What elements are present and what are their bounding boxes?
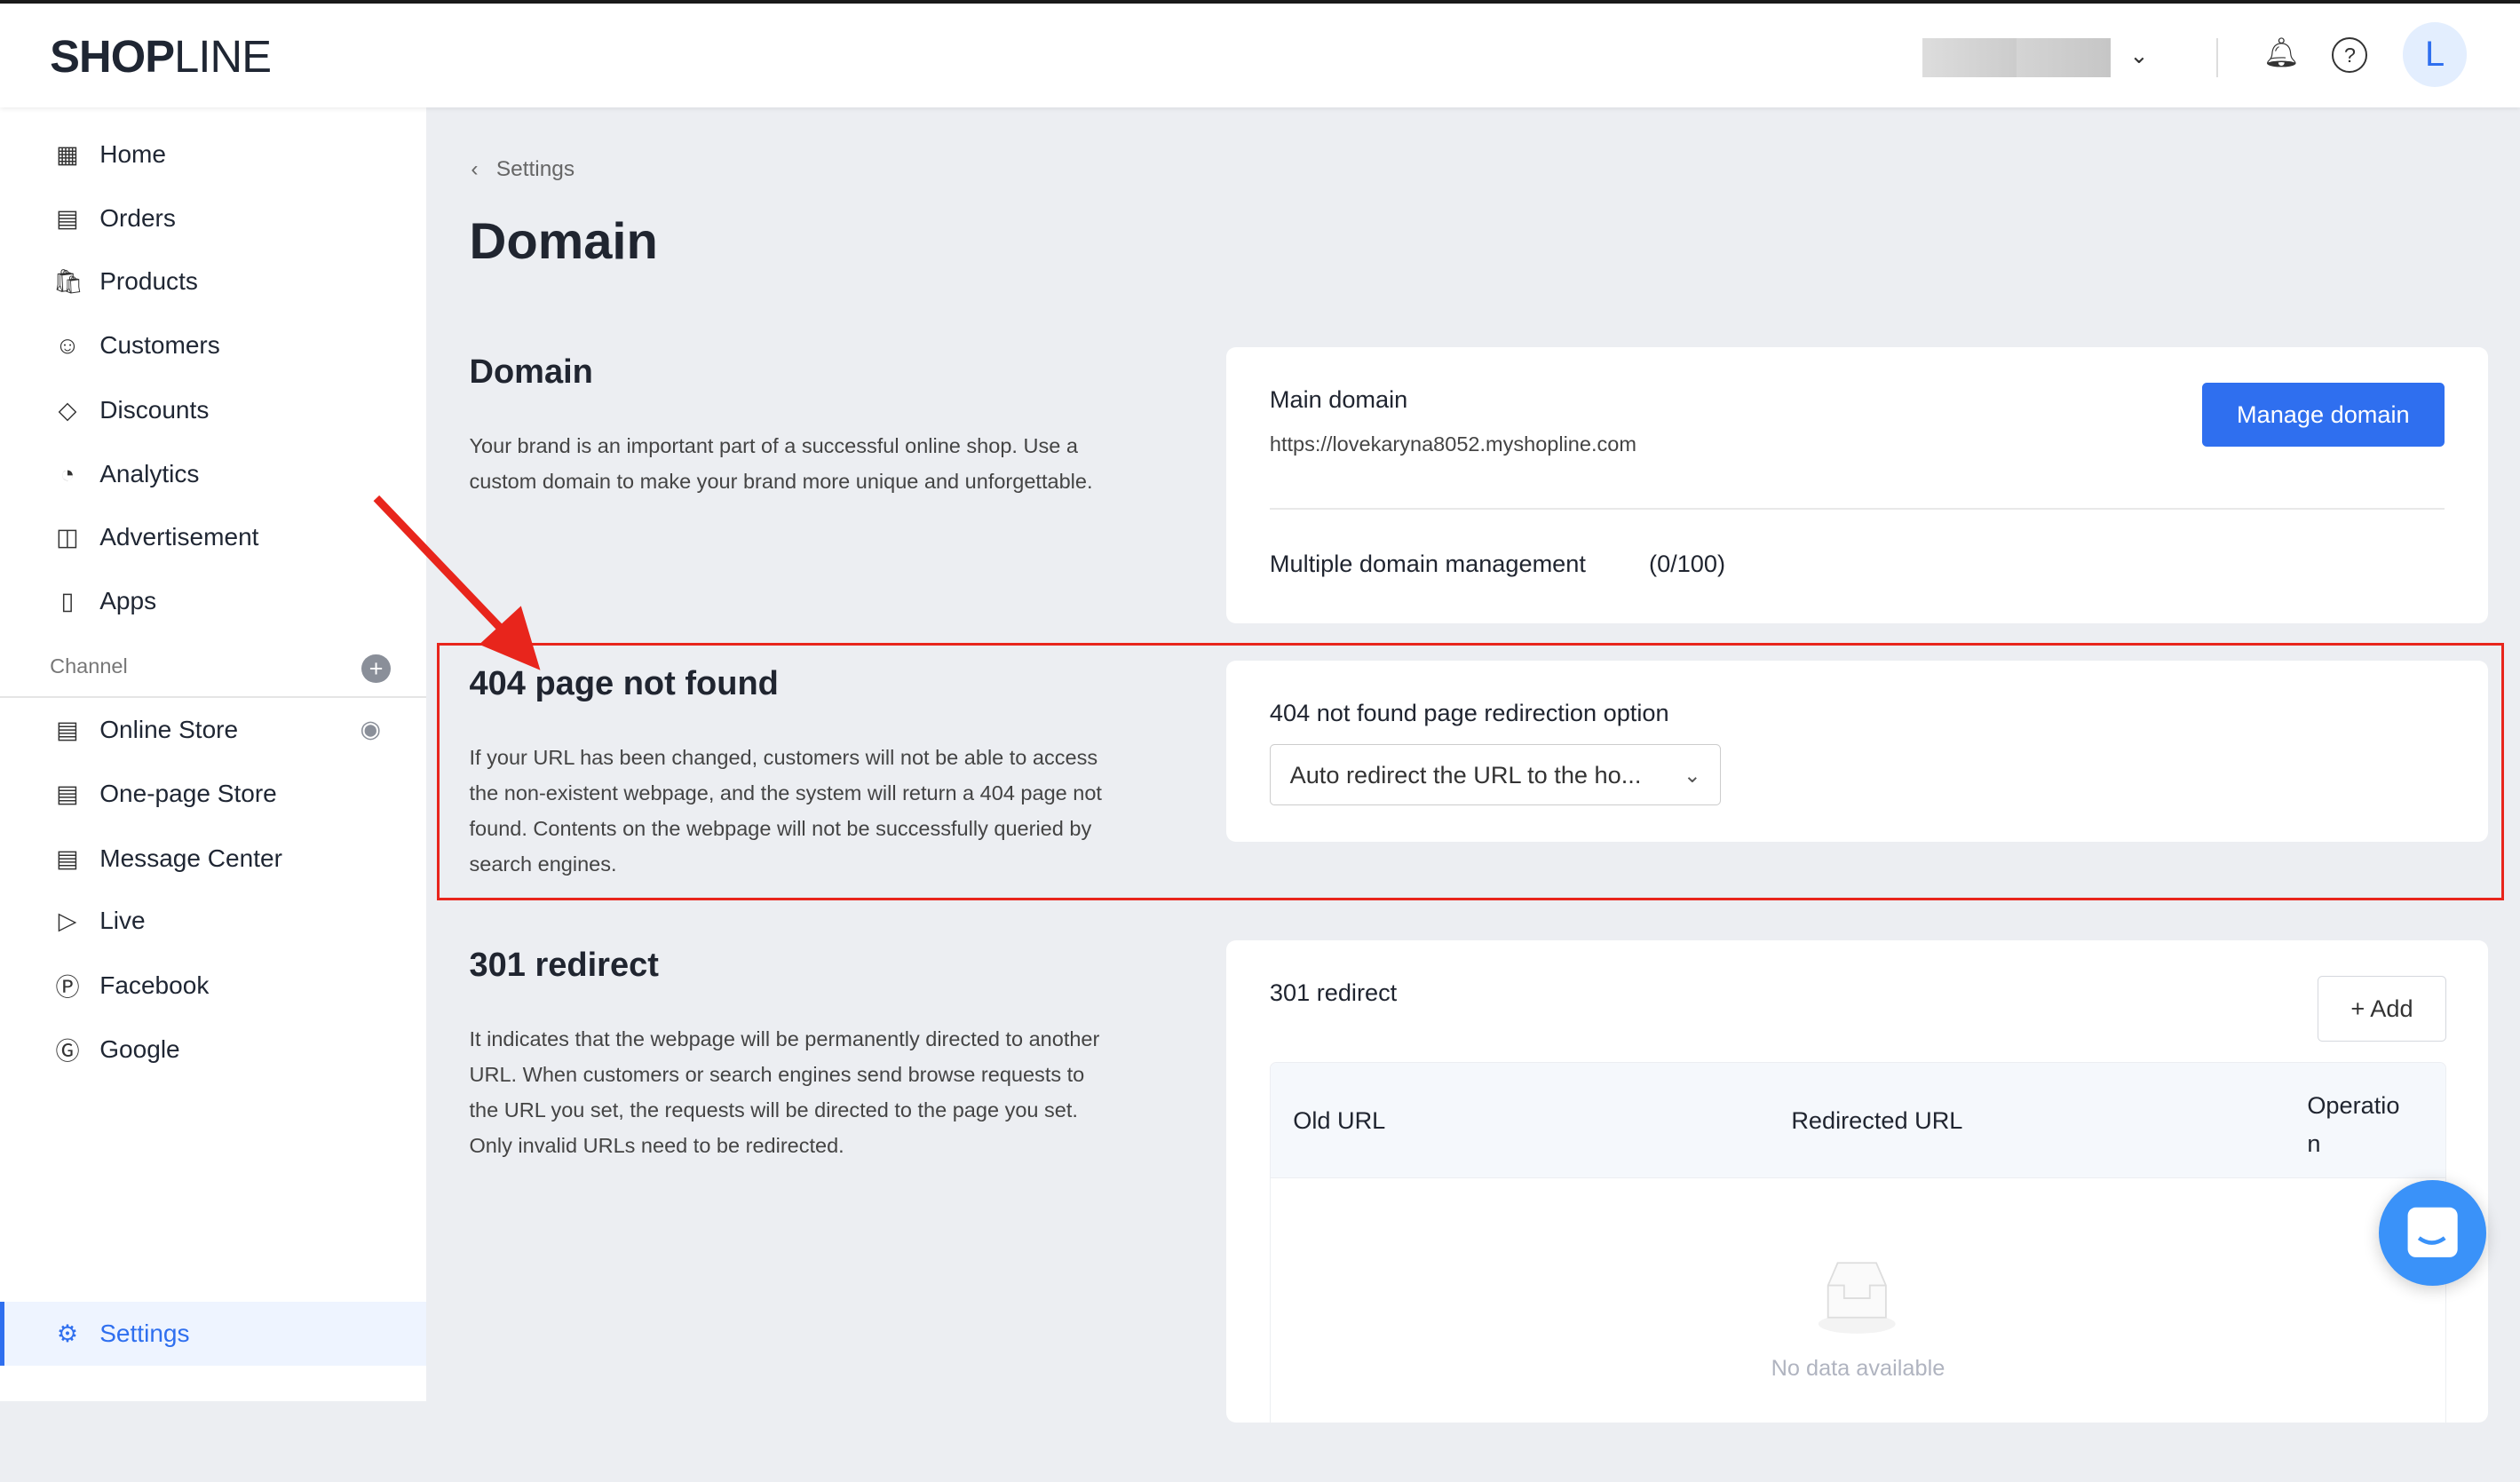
redirect-table: Old URL Redirected URL Operatio n No dat… [1269, 1062, 2446, 1482]
notfound-card: 404 not found page redirection option Au… [1226, 660, 2488, 843]
sidebar-item-online-store[interactable]: ▤ Online Store [0, 698, 426, 762]
sidebar-item-one-page-store[interactable]: ▤ One-page Store [0, 762, 426, 826]
sidebar-item-discounts[interactable]: ◇ Discounts [0, 377, 426, 441]
multiple-domain-label: Multiple domain management [1269, 550, 1586, 577]
chevron-down-icon[interactable]: ⌄ [2129, 44, 2149, 69]
sidebar-item-label: Advertisement [99, 522, 259, 551]
sidebar-item-analytics[interactable]: ◔ Analytics [0, 442, 426, 506]
sidebar-item-advertisement[interactable]: ◫ Advertisement [0, 504, 426, 568]
empty-state-text: No data available [1771, 1355, 1945, 1381]
column-old-url: Old URL [1293, 1106, 1386, 1135]
sidebar-item-label: Google [99, 1034, 180, 1063]
google-icon: Ⓖ [55, 1037, 80, 1066]
brush-icon: ▤ [56, 780, 79, 808]
channel-label: Channel [50, 654, 128, 678]
sidebar-item-home[interactable]: ▦ Home [0, 123, 426, 186]
facebook-icon: Ⓟ [55, 973, 80, 1001]
redirect-section-title: 301 redirect [469, 947, 659, 985]
divider [2215, 38, 2218, 77]
sidebar-item-settings[interactable]: ⚙ Settings [0, 1302, 426, 1367]
shopline-logo[interactable]: SHOPLINE [50, 30, 272, 83]
notfound-section-title: 404 page not found [469, 665, 779, 703]
top-header: SHOPLINE ⌄ 🔔︎ ? L [0, 3, 2520, 108]
home-icon: ▦ [56, 139, 79, 168]
message-icon: ▤ [56, 844, 79, 872]
sidebar-item-label: Message Center [99, 844, 282, 872]
divider [0, 695, 426, 698]
sidebar-item-label: Facebook [99, 971, 210, 999]
sidebar-item-label: Live [99, 907, 146, 935]
sidebar-item-label: One-page Store [99, 780, 277, 808]
empty-inbox-icon [1819, 1261, 1896, 1334]
sidebar-item-label: Products [99, 266, 198, 295]
logo-text-thin: LINE [174, 31, 272, 83]
bag-icon: 🛍︎ [52, 266, 84, 295]
sidebar-item-apps[interactable]: ▯ Apps [0, 569, 426, 633]
sidebar-item-products[interactable]: 🛍︎ Products [0, 250, 426, 313]
chat-icon [2407, 1207, 2458, 1257]
selected-value: Auto redirect the URL to the ho... [1289, 761, 1642, 789]
divider [1269, 507, 2445, 510]
ad-icon: ◫ [56, 522, 79, 551]
active-indicator [0, 1302, 5, 1367]
sidebar-item-customers[interactable]: ☺ Customers [0, 313, 426, 377]
redirect-card-label: 301 redirect [1269, 979, 1398, 1007]
sidebar-item-live[interactable]: ▷ Live [0, 889, 426, 953]
chevron-left-icon: ‹ [471, 157, 496, 182]
sidebar-item-label: Settings [99, 1320, 190, 1348]
sidebar-item-label: Home [99, 139, 167, 168]
apps-icon: ▯ [60, 586, 75, 614]
main-domain-label: Main domain [1269, 385, 1408, 414]
chat-button[interactable] [2378, 1179, 2487, 1286]
tag-icon: ◇ [58, 395, 77, 424]
store-icon: ▤ [56, 715, 79, 743]
multiple-domain-count: (0/100) [1649, 550, 1726, 577]
help-icon[interactable]: ? [2332, 36, 2368, 73]
sidebar-item-orders[interactable]: ▤ Orders [0, 186, 426, 250]
sidebar-item-facebook[interactable]: Ⓟ Facebook [0, 953, 426, 1017]
red-arrow-annotation [373, 495, 541, 670]
sidebar: ▦ Home ▤ Orders 🛍︎ Products ☺ Customers ◇ Dis… [0, 107, 426, 1402]
video-icon: ▷ [58, 907, 77, 935]
table-header: Old URL Redirected URL Operatio n [1270, 1063, 2445, 1178]
bell-icon[interactable]: 🔔︎ [2262, 36, 2300, 68]
sidebar-item-label: Discounts [99, 395, 210, 424]
notfound-description: If your URL has been changed, customers … [469, 746, 1102, 876]
gear-icon: ⚙ [56, 1320, 79, 1348]
redirect-card: 301 redirect + Add Old URL Redirected UR… [1226, 939, 2488, 1482]
add-channel-icon[interactable]: + [361, 654, 391, 684]
domain-section-title: Domain [469, 353, 593, 392]
column-redirected-url: Redirected URL [1791, 1106, 1963, 1135]
sidebar-item-message-center[interactable]: ▤ Message Center [0, 826, 426, 890]
sidebar-item-label: Online Store [99, 715, 239, 743]
eye-icon[interactable]: ◉ [360, 715, 382, 743]
breadcrumb[interactable]: ‹ Settings [471, 157, 575, 182]
top-border [0, 0, 2520, 4]
page-title: Domain [469, 212, 658, 270]
user-icon: ☺ [55, 331, 80, 360]
highlight-box [437, 643, 2504, 900]
redirection-option-select[interactable]: Auto redirect the URL to the ho... ⌄ [1269, 744, 1722, 805]
domain-card: Main domain https://lovekaryna8052.mysho… [1226, 346, 2488, 624]
sidebar-item-label: Apps [99, 586, 157, 614]
pie-icon: ◔ [59, 459, 75, 487]
orders-icon: ▤ [56, 204, 79, 233]
breadcrumb-link[interactable]: Settings [495, 157, 575, 182]
logo-text: SHOP [50, 31, 175, 83]
sidebar-item-label: Analytics [99, 459, 200, 487]
sidebar-item-label: Customers [99, 331, 220, 360]
sidebar-item-label: Orders [99, 204, 176, 233]
main-domain-url: https://lovekaryna8052.myshopline.com [1269, 432, 1636, 456]
chevron-down-icon: ⌄ [1684, 764, 1701, 788]
store-switcher-blurred[interactable] [1922, 38, 2111, 77]
sidebar-item-google[interactable]: Ⓖ Google [0, 1018, 426, 1082]
column-operation: Operatio n [2307, 1090, 2400, 1158]
redirect-description: It indicates that the webpage will be pe… [469, 1027, 1100, 1157]
add-redirect-button[interactable]: + Add [2318, 975, 2446, 1042]
avatar[interactable]: L [2402, 22, 2468, 87]
domain-description: Your brand is an important part of a suc… [469, 434, 1093, 494]
redirection-option-label: 404 not found page redirection option [1269, 699, 1669, 727]
manage-domain-button[interactable]: Manage domain [2201, 382, 2445, 448]
